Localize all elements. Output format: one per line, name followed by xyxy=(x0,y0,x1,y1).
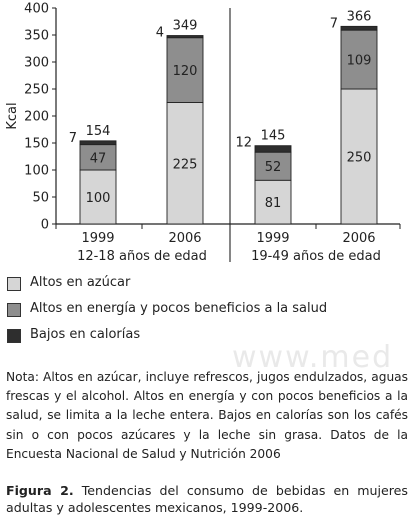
bar-segment-3 xyxy=(340,25,378,31)
legend: Altos en azúcar Altos en energía y pocos… xyxy=(6,273,406,351)
bar-value-label: 120 xyxy=(173,64,198,79)
bar-value-label: 250 xyxy=(347,151,372,166)
bar-segment-2 xyxy=(340,29,378,90)
bar-value-label: 100 xyxy=(86,191,111,206)
y-tick-label: 150 xyxy=(24,137,49,152)
bar-total-label: 154 xyxy=(86,124,111,139)
bar-value-label: 7 xyxy=(69,131,77,146)
y-tick-label: 250 xyxy=(24,83,49,98)
y-tick-label: 350 xyxy=(24,29,49,44)
y-tick-label: 200 xyxy=(24,110,49,125)
bar-segment-2 xyxy=(166,37,204,103)
bar-total-label: 366 xyxy=(347,9,372,24)
legend-item-altos-energia: Altos en energía y pocos beneficios a la… xyxy=(6,299,406,325)
figure-caption-label: Figura 2. xyxy=(6,483,74,498)
bar-total-label: 145 xyxy=(261,129,286,144)
bar-value-label: 47 xyxy=(90,151,107,166)
bar-value-label: 4 xyxy=(156,26,164,41)
y-tick-label: 100 xyxy=(24,164,49,179)
bar-value-label: 12 xyxy=(235,136,252,151)
legend-item-altos-azucar: Altos en azúcar xyxy=(6,273,406,299)
x-tick-label: 2006 xyxy=(168,231,201,246)
legend-label-altos-azucar: Altos en azúcar xyxy=(30,275,131,290)
x-group-label: 12-18 años de edad xyxy=(77,249,207,264)
legend-item-bajos-calorias: Bajos en calorías xyxy=(6,325,406,351)
watermark: www.med xyxy=(232,340,394,375)
x-tick-label: 1999 xyxy=(81,231,114,246)
bar-segment-3 xyxy=(166,35,204,39)
bar-value-label: 225 xyxy=(173,157,198,172)
bar-segment-1 xyxy=(254,179,292,225)
x-group-label: 19-49 años de edad xyxy=(251,249,381,264)
bar-segment-1 xyxy=(79,169,117,225)
legend-label-altos-energia: Altos en energía y pocos beneficios a la… xyxy=(30,301,328,316)
figure-caption-text: Tendencias del consumo de bebidas en muj… xyxy=(6,483,408,515)
chart-note: Nota: Altos en azúcar, incluye refrescos… xyxy=(6,370,408,461)
x-tick-label: 1999 xyxy=(256,231,289,246)
bar-value-label: 7 xyxy=(330,16,338,31)
legend-label-bajos-calorias: Bajos en calorías xyxy=(30,327,141,342)
bar-segment-2 xyxy=(254,151,292,181)
figure-caption: Figura 2. Tendencias del consumo de bebi… xyxy=(6,482,408,516)
bar-value-label: 52 xyxy=(265,160,282,175)
y-axis-label: Kcal xyxy=(5,102,20,129)
x-tick-label: 2006 xyxy=(342,231,375,246)
bar-segment-3 xyxy=(254,145,292,153)
chart: 0 50 100 150 200 250 300 350 400 Kcal 100 47 7 154 199… xyxy=(5,2,401,264)
y-tick-label: 300 xyxy=(24,56,49,71)
y-tick-label: 400 xyxy=(24,2,49,17)
bar-segment-1 xyxy=(166,102,204,225)
y-tick-label: 50 xyxy=(32,191,49,206)
bar-value-label: 81 xyxy=(265,196,282,211)
legend-swatch-altos-azucar xyxy=(7,277,21,291)
bar-segment-2 xyxy=(79,144,117,171)
bar-value-label: 109 xyxy=(347,54,372,69)
bar-segment-3 xyxy=(79,140,117,146)
bar-total-label: 349 xyxy=(173,19,198,34)
legend-swatch-bajos-calorias xyxy=(7,329,21,343)
y-tick-label: 0 xyxy=(41,218,49,233)
legend-swatch-altos-energia xyxy=(7,303,21,317)
